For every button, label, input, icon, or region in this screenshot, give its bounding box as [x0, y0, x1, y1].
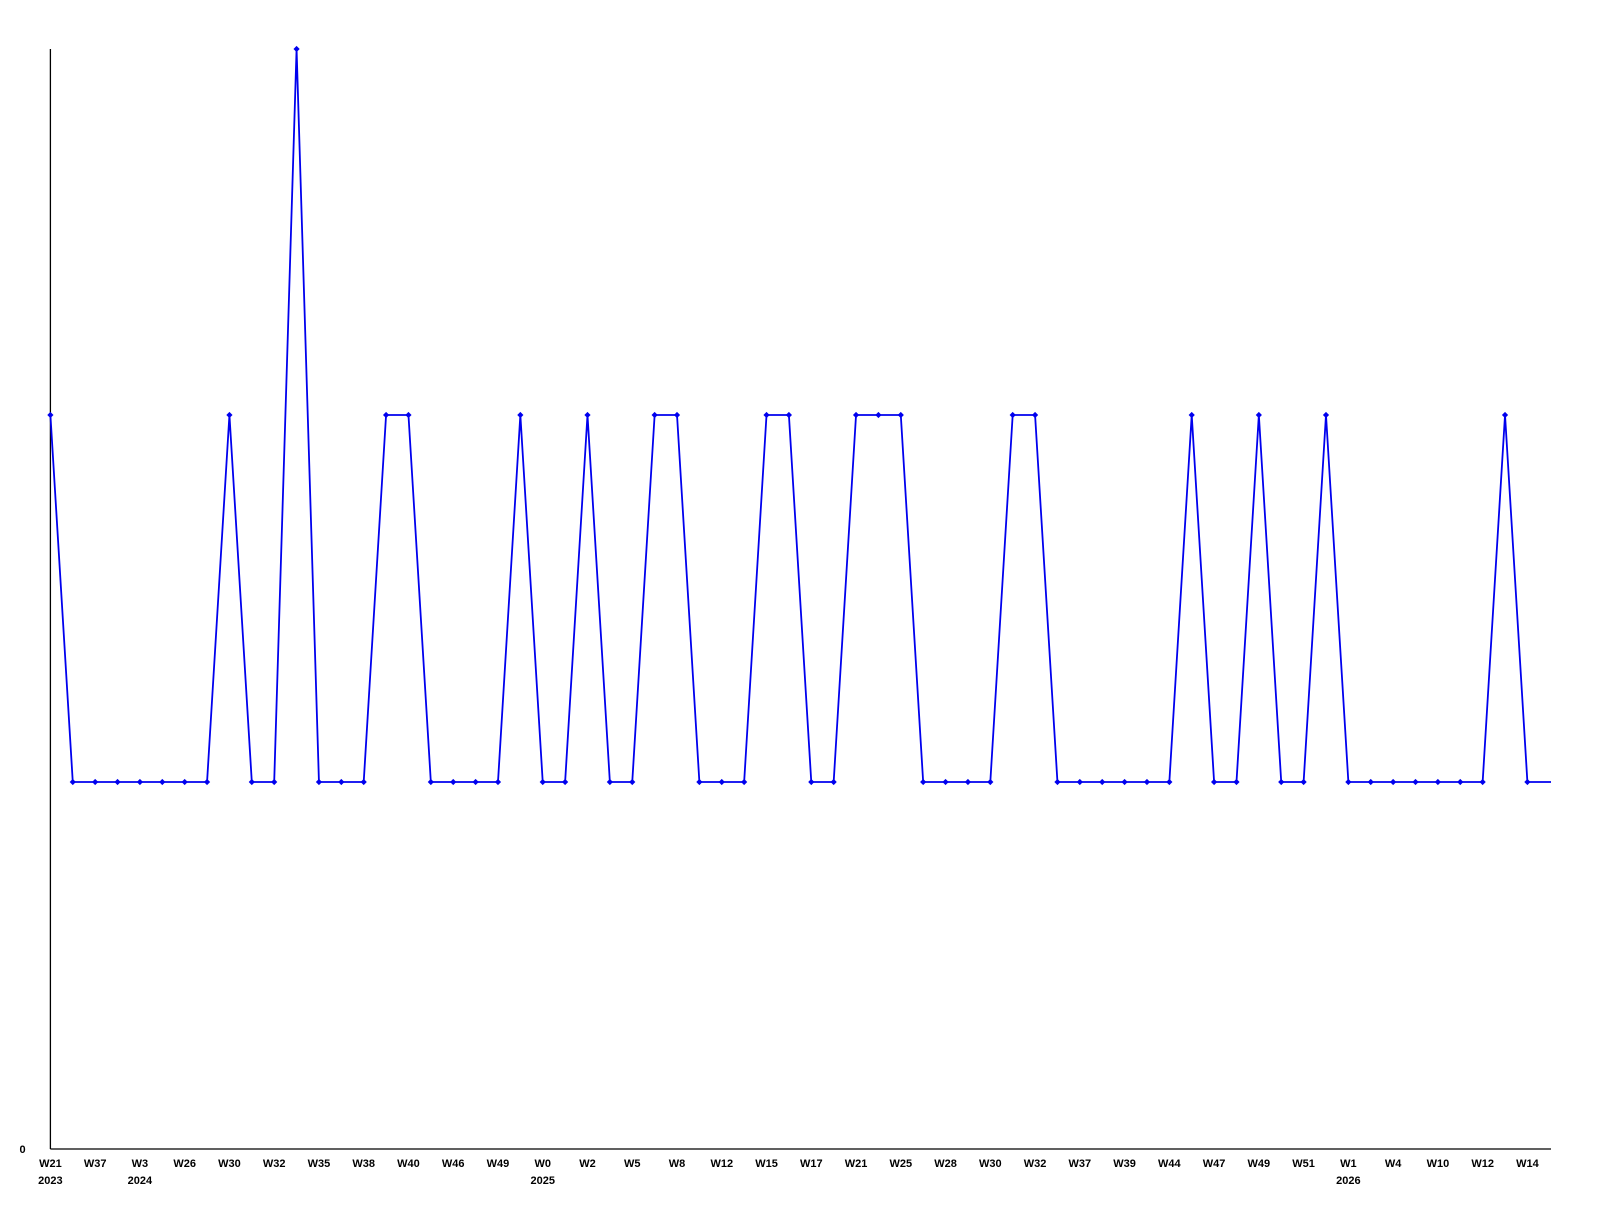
svg-text:W8: W8: [669, 1158, 686, 1170]
svg-text:W21: W21: [845, 1158, 868, 1170]
svg-text:W1: W1: [1340, 1158, 1357, 1170]
svg-text:W38: W38: [352, 1158, 375, 1170]
svg-text:W32: W32: [263, 1158, 286, 1170]
svg-text:W14: W14: [1516, 1158, 1540, 1170]
svg-text:W2: W2: [579, 1158, 596, 1170]
svg-text:W21: W21: [39, 1158, 62, 1170]
svg-text:W28: W28: [934, 1158, 957, 1170]
svg-text:W47: W47: [1203, 1158, 1226, 1170]
svg-text:2024: 2024: [128, 1175, 153, 1187]
svg-text:W10: W10: [1427, 1158, 1450, 1170]
svg-text:W15: W15: [755, 1158, 778, 1170]
svg-text:W49: W49: [1248, 1158, 1271, 1170]
svg-text:0: 0: [20, 1144, 26, 1156]
svg-text:W4: W4: [1385, 1158, 1402, 1170]
svg-text:W17: W17: [800, 1158, 823, 1170]
svg-text:W39: W39: [1113, 1158, 1136, 1170]
svg-text:W25: W25: [889, 1158, 912, 1170]
svg-text:W37: W37: [1069, 1158, 1092, 1170]
svg-text:W30: W30: [979, 1158, 1002, 1170]
svg-text:W37: W37: [84, 1158, 107, 1170]
svg-text:W3: W3: [132, 1158, 149, 1170]
svg-text:W44: W44: [1158, 1158, 1182, 1170]
svg-text:W49: W49: [487, 1158, 510, 1170]
svg-text:W32: W32: [1024, 1158, 1047, 1170]
svg-text:W5: W5: [624, 1158, 641, 1170]
svg-text:W12: W12: [710, 1158, 733, 1170]
svg-text:W40: W40: [397, 1158, 420, 1170]
svg-text:W0: W0: [534, 1158, 551, 1170]
svg-text:W12: W12: [1471, 1158, 1494, 1170]
svg-text:2025: 2025: [530, 1175, 554, 1187]
svg-text:2026: 2026: [1336, 1175, 1360, 1187]
svg-text:2023: 2023: [38, 1175, 62, 1187]
svg-text:W46: W46: [442, 1158, 465, 1170]
svg-text:W26: W26: [173, 1158, 196, 1170]
svg-text:W35: W35: [308, 1158, 331, 1170]
svg-text:W30: W30: [218, 1158, 241, 1170]
svg-text:W51: W51: [1292, 1158, 1315, 1170]
